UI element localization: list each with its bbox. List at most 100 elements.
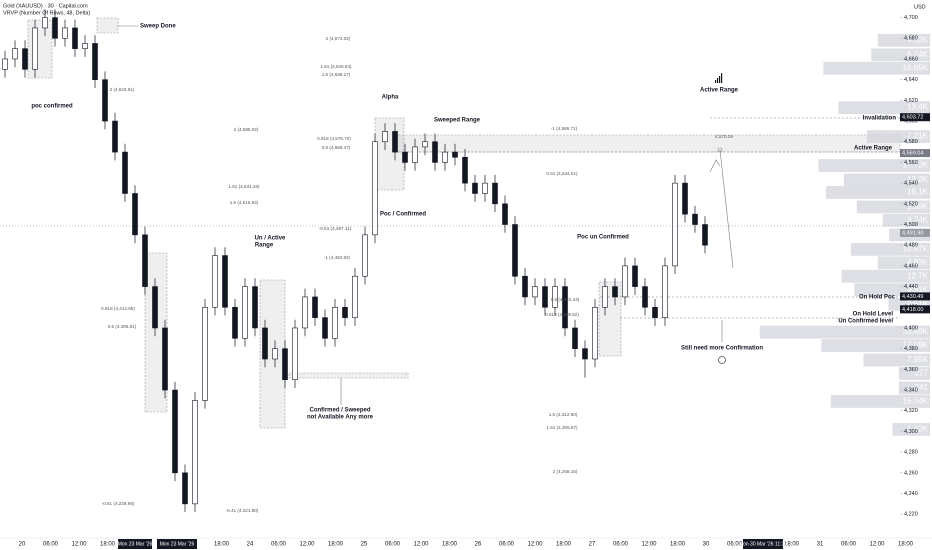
candle-body [112, 120, 118, 153]
symbol-title: Gold (XAUUSD) · 30 · Capital.com [3, 3, 88, 9]
fib-label: -1 (4,463.93) [324, 255, 351, 260]
y-tick-label: 4,380 [904, 346, 918, 352]
candle-body [372, 141, 378, 236]
fib-label: 0.5 (4,422.44) [551, 297, 580, 302]
x-tick-label: 12:00 [527, 542, 543, 548]
candle-body [562, 286, 568, 329]
annotation: Active Range [854, 146, 893, 152]
candle-body [272, 348, 278, 360]
volume-bar [856, 200, 930, 214]
candle-body [122, 151, 128, 194]
volume-bar [871, 48, 930, 62]
candle-body [612, 286, 618, 298]
volume-label: 9.91K [907, 285, 929, 294]
icon-bar [721, 73, 723, 83]
candle-body [412, 146, 418, 163]
volume-label: 9.39K [907, 202, 929, 211]
candle-body [92, 43, 98, 80]
candle-body [242, 286, 248, 339]
annotation: Invalidation [863, 116, 897, 122]
candle-body [262, 327, 268, 360]
volume-label: 4.83K [907, 258, 929, 267]
y-tick-label: 4,540 [904, 181, 918, 187]
annotation: Still need more Confirmation [681, 346, 763, 352]
icon-bar [719, 76, 721, 83]
refresh-icon [718, 356, 726, 364]
y-tick-label: 4,360 [904, 367, 918, 373]
fib-label: 0.618 (4,414.65) [101, 306, 135, 311]
annotation: 4,570.29 [715, 134, 733, 139]
fib-label: 1.61 (4,645.84) [320, 64, 352, 69]
candle-body [462, 156, 468, 184]
y-tick-label: 4,700 [904, 15, 918, 21]
x-tick-label: 18:00 [556, 542, 572, 548]
y-tick-label: 4,260 [904, 470, 918, 476]
candle-body [572, 327, 578, 349]
bars-icon [715, 73, 723, 83]
x-tick-label: 27 [589, 542, 596, 548]
candle-body [72, 27, 78, 49]
fib-label: 1.5 (4,515.92) [230, 200, 259, 205]
fib-label: 1.61 (4,531.26) [228, 184, 260, 189]
crosshair-label-bg [118, 539, 152, 549]
fib-label: 2 (4,623.61) [110, 87, 135, 92]
y-tick-label: 4,620 [904, 98, 918, 104]
volume-label: 6.24K [907, 50, 929, 59]
x-tick-label: 18:00 [898, 542, 914, 548]
candle-body [102, 79, 108, 122]
annotation: Poc / Confirmed [380, 212, 426, 218]
price-tag [900, 228, 930, 237]
x-tick-label: 18:00 [214, 542, 230, 548]
candle-body [162, 327, 168, 391]
volume-bar [892, 422, 930, 436]
candle-body [692, 213, 698, 225]
volume-bar [841, 269, 930, 283]
y-tick-label: 4,560 [904, 160, 918, 166]
volume-bar [759, 325, 930, 339]
x-tick-label: 18:00 [442, 542, 458, 548]
lines [0, 25, 900, 405]
fib-label: -0.61 (4,497.11) [319, 226, 352, 231]
candle-body [422, 141, 428, 148]
candle-body [642, 286, 648, 308]
candle-body [392, 131, 398, 153]
candle-body [522, 275, 528, 298]
candle-body [312, 296, 318, 318]
candle-body [552, 286, 558, 308]
chart-layer: 4.82K 6.24K 16.65K 13.4K 7.21K 17.72K 12.2K 16.… [2, 9, 930, 549]
y-tick-label: 4,640 [904, 77, 918, 83]
candle-body [402, 151, 408, 163]
volume-label: 227 [915, 369, 929, 378]
candle-body [2, 58, 8, 70]
y-tick-label: 4,220 [904, 512, 918, 518]
annotation: Active Range [700, 88, 739, 94]
candle-body [302, 296, 308, 329]
annotation: Poc un Confirmed [577, 235, 629, 241]
x-tick-label: 18:00 [100, 542, 116, 548]
y-tick-label: 4,500 [904, 222, 918, 228]
fib-label: 2 (4,258.15) [553, 469, 578, 474]
anchor-dot [717, 147, 723, 153]
x-tick-label: 06:00 [385, 542, 401, 548]
candle-body [492, 182, 498, 205]
y-tick-label: 4,340 [904, 388, 918, 394]
range-box [374, 117, 405, 191]
x-tick-label: 18:00 [784, 542, 800, 548]
icon-bar [717, 78, 719, 83]
volume-bar [877, 256, 930, 270]
x-tick-label: 12:00 [869, 542, 885, 548]
y-tick-label: 4,400 [904, 325, 918, 331]
volume-bar [882, 213, 930, 227]
candle-body [582, 348, 588, 360]
price-tag [900, 305, 930, 314]
volume-label: 3.74K [907, 215, 929, 224]
x-tick-label: 18:00 [670, 542, 686, 548]
candle-body [652, 306, 658, 318]
volume-label: 30.48K [903, 327, 929, 336]
volume-label: 2.51K [907, 299, 929, 308]
x-tick-label: 30 [703, 542, 710, 548]
fib-label: 2 (4,585.02) [234, 127, 259, 132]
range-box [27, 19, 53, 79]
volume-label: 4.82K [907, 35, 929, 44]
candle-body [622, 265, 628, 298]
